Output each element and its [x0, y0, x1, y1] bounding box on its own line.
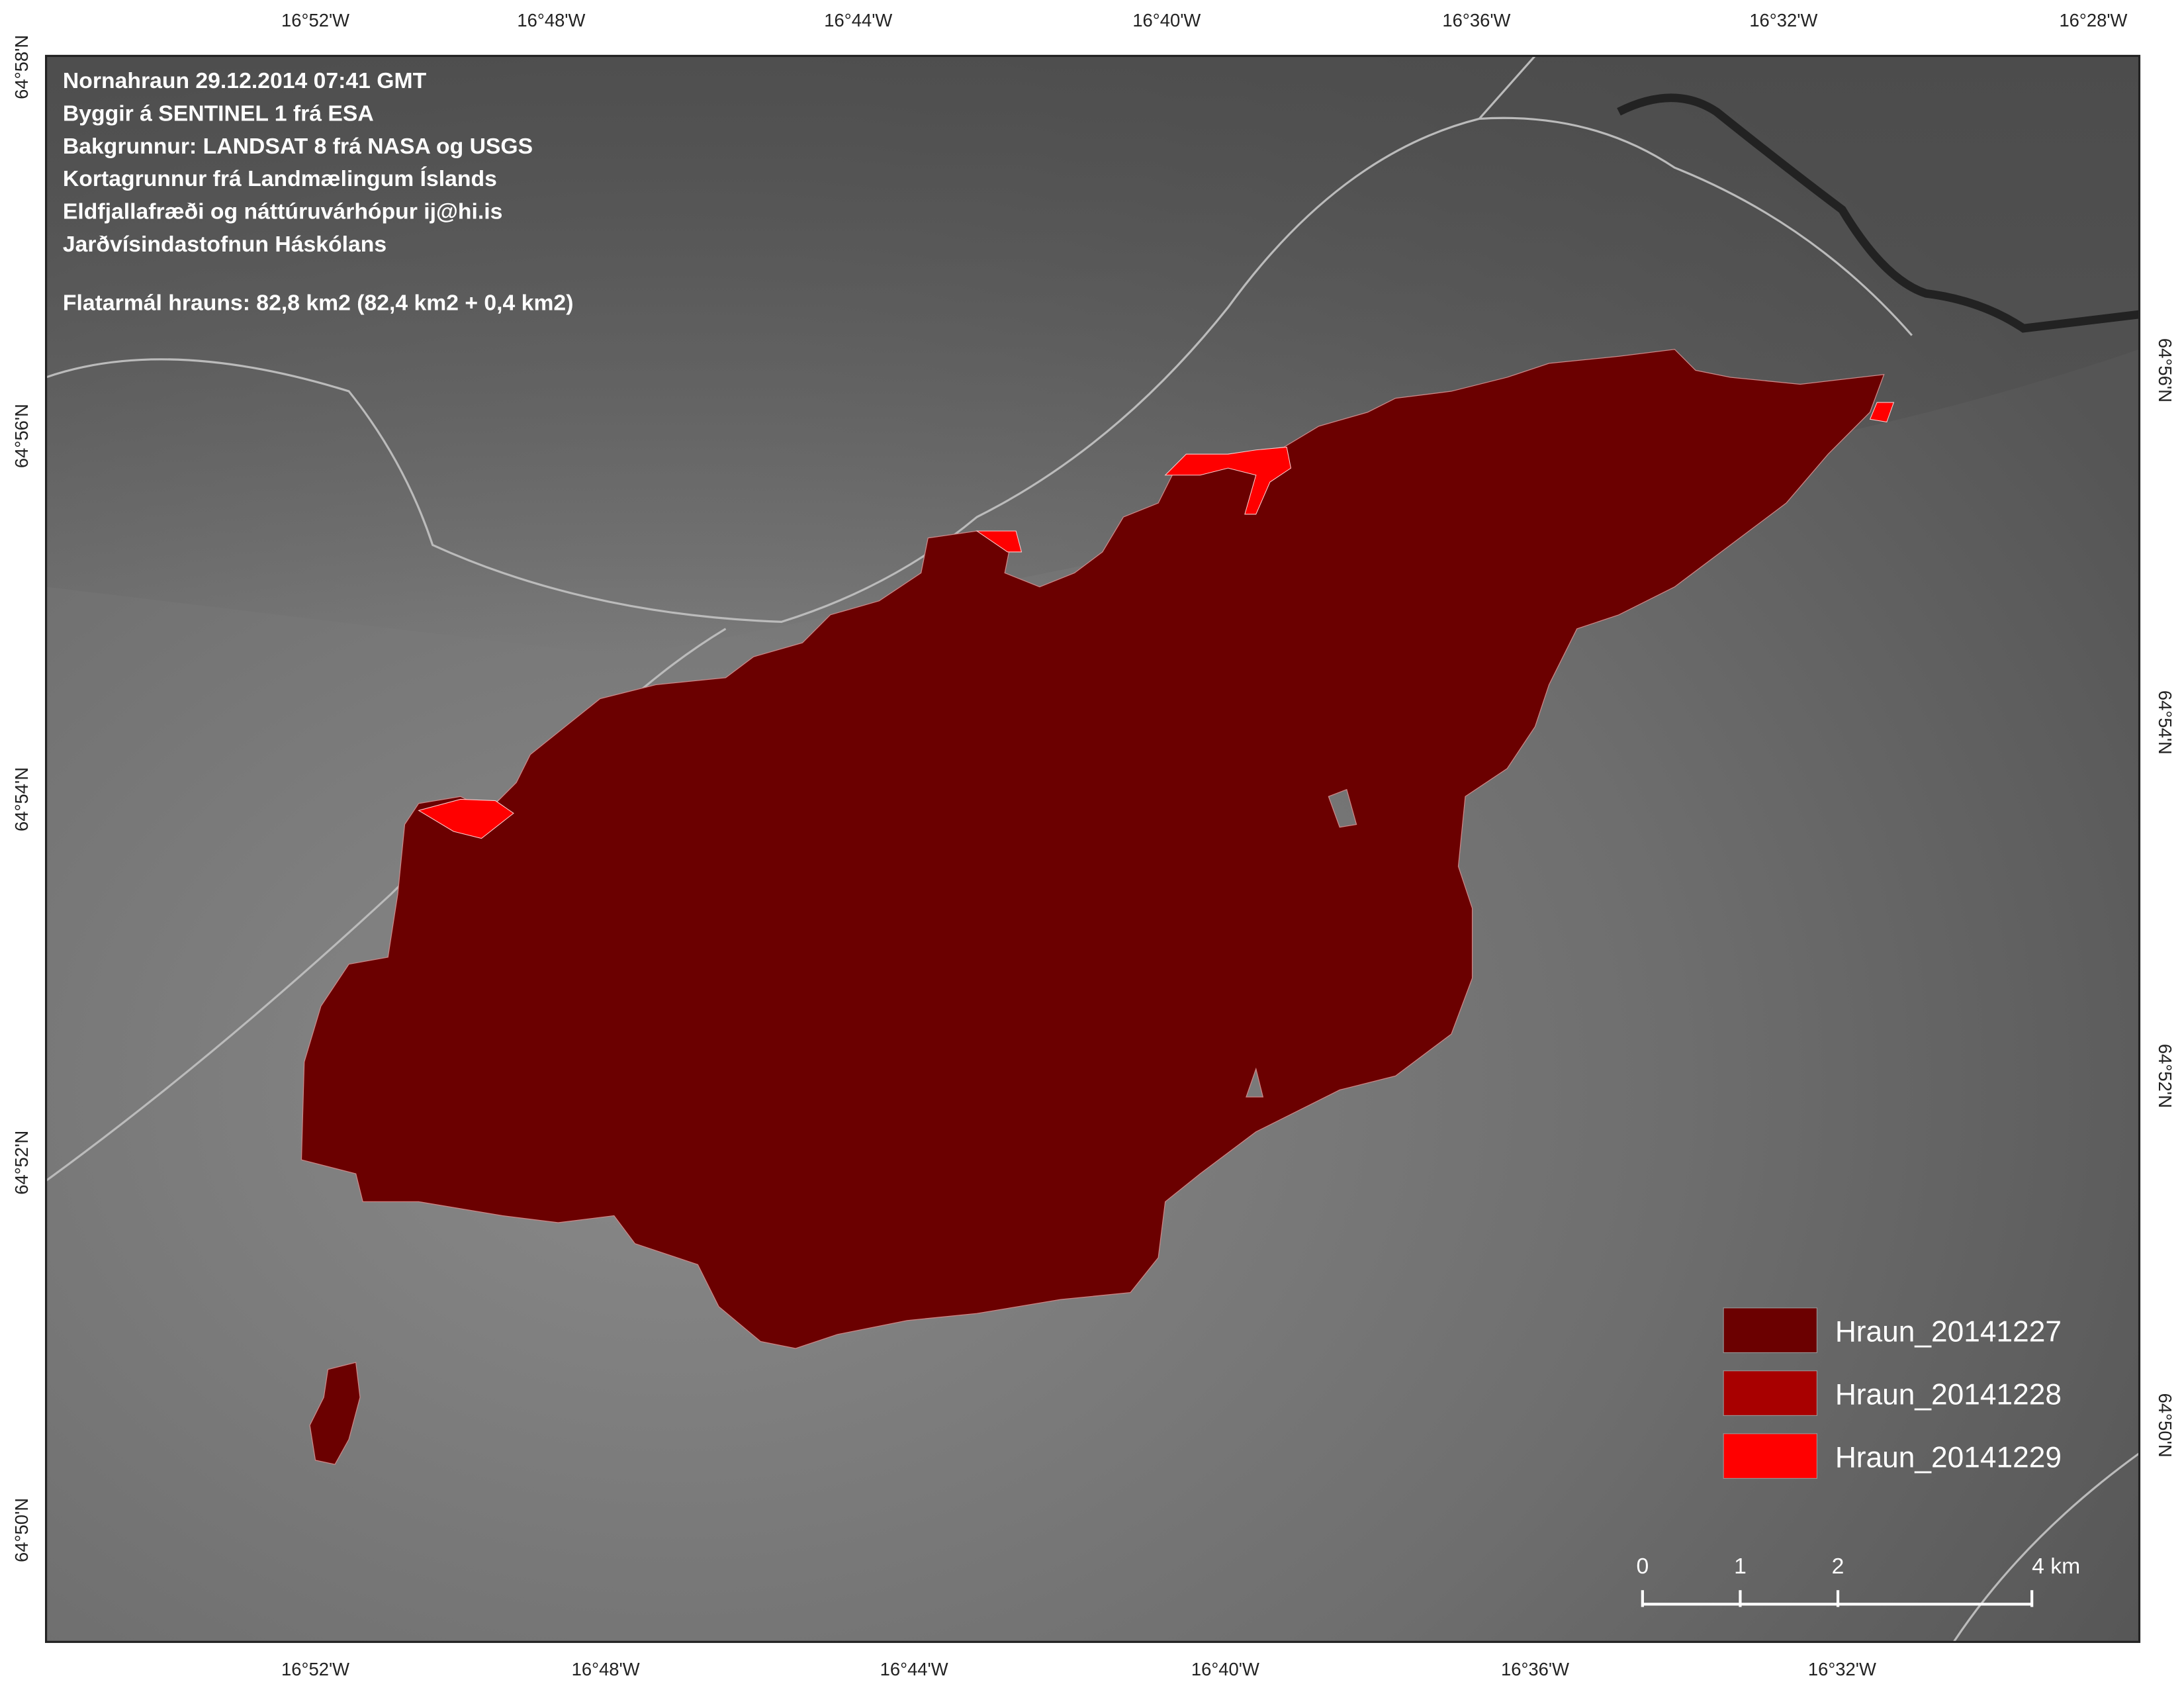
latitude-label: 64°56'N — [11, 404, 32, 468]
latitude-label: 64°56'N — [2155, 338, 2175, 402]
longitude-label: 16°48'W — [572, 1659, 640, 1679]
legend-label: Hraun_20141229 — [1835, 1441, 2062, 1474]
map-frame — [45, 54, 2141, 1643]
longitude-label: 16°52'W — [281, 10, 349, 30]
scale-label: 0 — [1636, 1554, 1649, 1579]
longitude-label: 16°36'W — [1501, 1659, 1569, 1679]
latitude-label: 64°58'N — [11, 35, 32, 99]
info-line: Kortagrunnur frá Landmælingum Íslands — [63, 166, 497, 191]
info-line: Eldfjallafræði og náttúruvárhópur ij@hi.… — [63, 199, 502, 224]
longitude-label: 16°40'W — [1132, 10, 1201, 30]
scale-label: 2 — [1832, 1554, 1844, 1579]
latitude-label: 64°50'N — [11, 1498, 32, 1562]
lava-20141227-island — [309, 1362, 361, 1465]
area-text: Flatarmál hrauns: 82,8 km2 (82,4 km2 + 0… — [63, 291, 574, 316]
longitude-label: 16°36'W — [1442, 10, 1510, 30]
legend-label: Hraun_20141227 — [1835, 1315, 2062, 1348]
latitude-label: 64°50'N — [2155, 1393, 2175, 1458]
scale-label: 1 — [1734, 1554, 1747, 1579]
legend-swatch — [1723, 1433, 1817, 1479]
longitude-label: 16°44'W — [824, 10, 892, 30]
info-line: Nornahraun 29.12.2014 07:41 GMT — [63, 68, 427, 93]
latitude-label: 64°52'N — [2155, 1044, 2175, 1108]
legend-swatch — [1723, 1307, 1817, 1353]
longitude-label: 16°48'W — [517, 10, 585, 30]
longitude-label: 16°52'W — [281, 1659, 349, 1679]
lava-20141227 — [300, 349, 1885, 1349]
latitude-label: 64°52'N — [11, 1131, 32, 1195]
river — [1617, 93, 2140, 333]
longitude-label: 16°32'W — [1749, 10, 1817, 30]
longitude-label: 16°44'W — [880, 1659, 948, 1679]
lava-20141229 — [418, 402, 1895, 839]
dark-plain — [46, 56, 2140, 657]
longitude-label: 16°40'W — [1191, 1659, 1259, 1679]
legend-label: Hraun_20141228 — [1835, 1378, 2062, 1411]
info-line: Jarðvísindastofnun Háskólans — [63, 232, 387, 257]
longitude-label: 16°28'W — [2059, 10, 2127, 30]
latitude-label: 64°54'N — [11, 767, 32, 831]
legend-swatch — [1723, 1370, 1817, 1416]
scale-label: 4 km — [2032, 1554, 2080, 1579]
info-line: Byggir á SENTINEL 1 frá ESA — [63, 101, 374, 126]
longitude-label: 16°32'W — [1808, 1659, 1876, 1679]
info-line: Bakgrunnur: LANDSAT 8 frá NASA og USGS — [63, 134, 533, 159]
annotations: Nornahraun 29.12.2014 07:41 GMT Byggir á … — [11, 10, 2175, 1679]
latitude-label: 64°54'N — [2155, 690, 2175, 755]
